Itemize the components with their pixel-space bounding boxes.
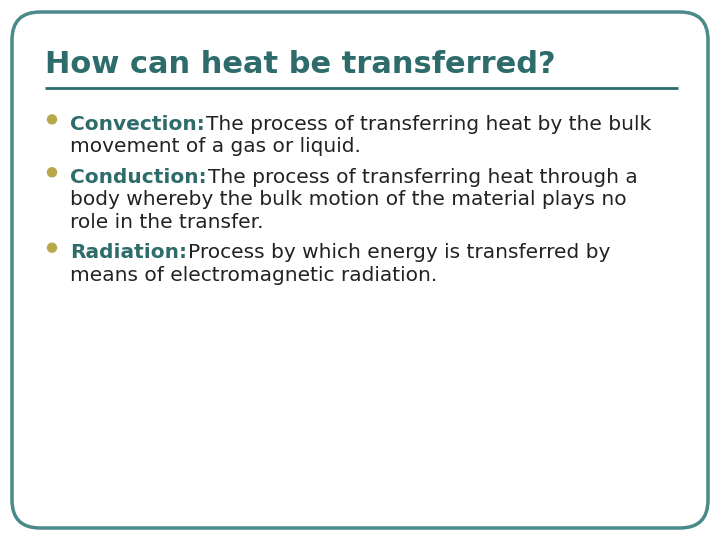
FancyBboxPatch shape: [12, 12, 708, 528]
Text: means of electromagnetic radiation.: means of electromagnetic radiation.: [70, 266, 437, 285]
Text: Process by which energy is transferred by: Process by which energy is transferred b…: [188, 244, 611, 262]
Circle shape: [48, 243, 56, 252]
Text: movement of a gas or liquid.: movement of a gas or liquid.: [70, 138, 361, 157]
Text: How can heat be transferred?: How can heat be transferred?: [45, 50, 556, 79]
Circle shape: [48, 168, 56, 177]
Text: The process of transferring heat through a: The process of transferring heat through…: [207, 168, 637, 187]
Circle shape: [48, 115, 56, 124]
Text: body whereby the bulk motion of the material plays no: body whereby the bulk motion of the mate…: [70, 191, 626, 210]
Text: Radiation:: Radiation:: [70, 244, 187, 262]
Text: Convection:: Convection:: [70, 115, 204, 134]
Text: The process of transferring heat by the bulk: The process of transferring heat by the …: [206, 115, 651, 134]
Text: Conduction:: Conduction:: [70, 168, 207, 187]
Text: role in the transfer.: role in the transfer.: [70, 213, 264, 232]
